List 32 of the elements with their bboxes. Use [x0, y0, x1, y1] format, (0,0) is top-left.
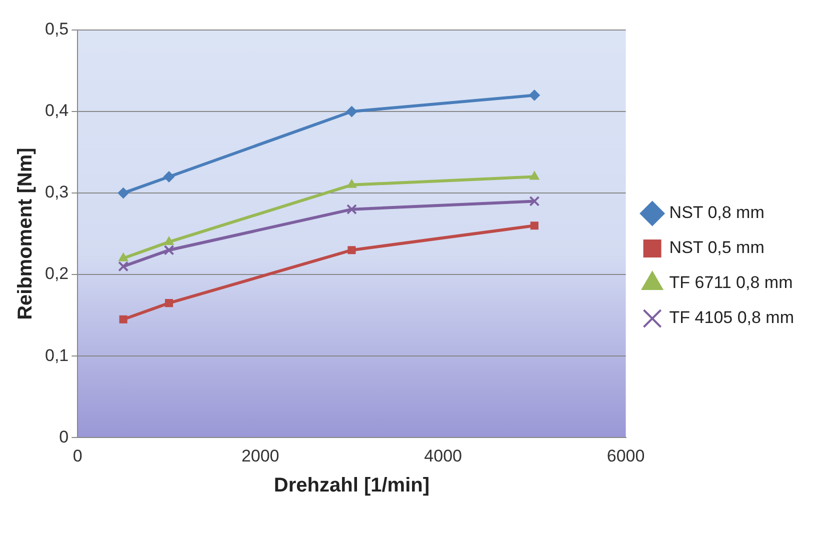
- x-axis-title: Drehzahl [1/min]: [274, 474, 430, 497]
- x-tick-label: 2000: [241, 446, 280, 466]
- y-tick-label: 0,2: [44, 264, 69, 284]
- point: [163, 171, 174, 182]
- y-tick-label: 0,5: [44, 20, 69, 39]
- point: [529, 196, 540, 206]
- point: [118, 188, 129, 199]
- point: [348, 246, 356, 254]
- point: [164, 236, 174, 245]
- legend-label: TF 4105 0,8 mm: [669, 308, 794, 328]
- point: [119, 315, 128, 324]
- point: [346, 106, 358, 118]
- y-tick-label: 0: [59, 427, 69, 446]
- x-tick-label: 6000: [606, 446, 645, 466]
- point: [164, 244, 174, 256]
- x-tick-label: 4000: [424, 446, 462, 466]
- point: [530, 222, 538, 230]
- point: [528, 90, 540, 101]
- legend-label: NST 0,5 mm: [669, 238, 764, 258]
- legend-label: NST 0,8 mm: [669, 203, 764, 222]
- y-axis-title: Reibmoment [Nm]: [14, 148, 37, 320]
- y-tick-label: 0,3: [44, 182, 69, 202]
- y-tick-label: 0,1: [44, 346, 69, 365]
- legend-label: TF 6711 0,8 mm: [669, 273, 793, 292]
- y-tick-label: 0,4: [44, 101, 69, 120]
- point: [118, 261, 129, 272]
- point: [346, 204, 357, 215]
- point: [530, 171, 540, 180]
- point: [346, 179, 357, 188]
- x-tick-label: 0: [72, 446, 82, 466]
- point: [118, 252, 128, 262]
- point: [164, 299, 174, 308]
